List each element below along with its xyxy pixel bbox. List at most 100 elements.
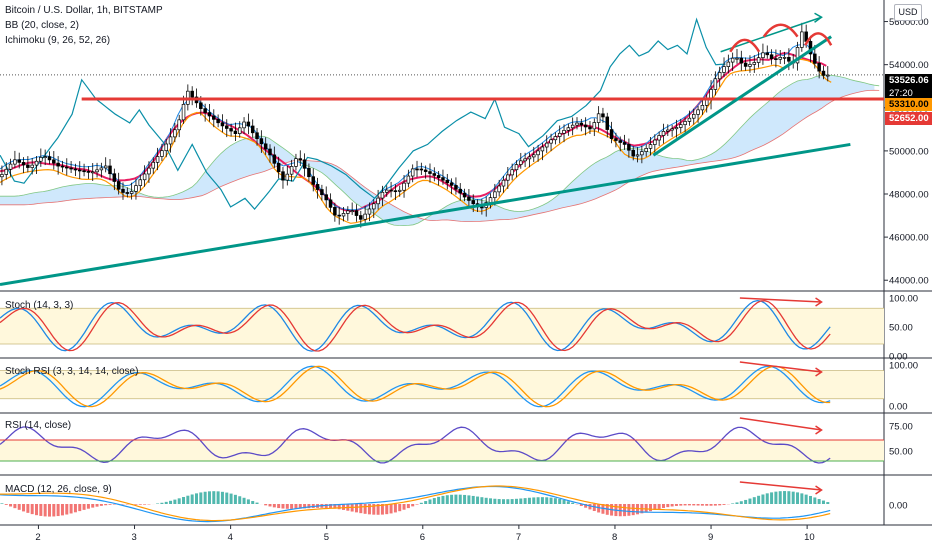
candle-down [787, 56, 791, 62]
macd-histogram-bar [203, 491, 207, 504]
candle-up [90, 171, 95, 174]
macd-histogram-bar [329, 504, 333, 509]
candle-up [527, 156, 532, 160]
macd-histogram-bar [489, 498, 493, 504]
macd-histogram-bar [536, 497, 540, 504]
candle-down [774, 58, 778, 60]
macd-histogram-bar [644, 504, 648, 513]
macd-histogram-bar [454, 494, 458, 504]
macd-histogram-bar [657, 504, 661, 509]
candle-up [372, 203, 376, 210]
pane-tick-label: 75.00 [889, 422, 913, 433]
candle-up [103, 165, 108, 169]
macd-histogram-bar [207, 491, 211, 504]
candle-down [220, 122, 225, 127]
stoch-rsi-legend[interactable]: Stoch RSI (3, 3, 14, 14, close) [5, 366, 139, 377]
macd-histogram-bar [415, 504, 419, 505]
macd-histogram-bar [437, 496, 441, 504]
candle-up [410, 168, 415, 177]
macd-histogram-bar [813, 497, 817, 504]
candle-up [34, 160, 39, 166]
pattern-arc [804, 32, 833, 46]
candle-down [315, 184, 320, 190]
candle-down [56, 162, 60, 167]
x-tick-label: 3 [132, 532, 137, 543]
macd-histogram-bar [623, 504, 627, 517]
candle-down [52, 159, 56, 164]
macd-histogram-bar [553, 498, 557, 504]
bb-legend[interactable]: BB (20, close, 2) [5, 20, 79, 31]
candle-down [320, 189, 324, 196]
candle-up [549, 139, 553, 144]
candle-down [203, 108, 207, 113]
macd-histogram-bar [653, 504, 657, 510]
candle-up [748, 64, 752, 67]
macd-histogram-bar [216, 491, 220, 504]
candle-down [743, 62, 748, 67]
candle-down [359, 215, 363, 220]
macd-histogram-bar [26, 504, 30, 513]
candle-up [575, 122, 579, 126]
candle-up [596, 113, 601, 123]
macd-histogram-bar [778, 491, 782, 504]
macd-histogram-bar [540, 497, 544, 504]
candle-down [445, 179, 450, 184]
pattern-arc [762, 23, 799, 38]
macd-histogram-bar [298, 504, 302, 509]
candle-up [39, 157, 43, 162]
level-b-tag: 52652.00 [885, 112, 932, 125]
stoch-legend[interactable]: Stoch (14, 3, 3) [5, 300, 74, 311]
macd-histogram-bar [86, 504, 90, 509]
macd-histogram-bar [761, 494, 765, 504]
ichimoku-legend[interactable]: Ichimoku (9, 26, 52, 26) [5, 35, 111, 46]
candle-down [108, 165, 112, 175]
macd-histogram-bar [666, 504, 670, 508]
rsi-legend[interactable]: RSI (14, close) [5, 420, 72, 431]
candle-down [333, 207, 337, 216]
candle-up [687, 117, 692, 122]
candle-up [506, 174, 510, 181]
macd-histogram-bar [281, 504, 285, 509]
candle-down [121, 188, 125, 193]
candle-up [800, 31, 804, 48]
macd-histogram-bar [579, 504, 583, 506]
candle-down [817, 63, 821, 72]
candle-down [281, 171, 285, 181]
macd-histogram-bar [56, 504, 60, 517]
tenkan-line [0, 58, 832, 224]
candle-down [324, 194, 328, 201]
candle-up [497, 185, 501, 193]
macd-histogram-bar [307, 504, 311, 509]
macd-histogram-bar [268, 504, 272, 507]
macd-histogram-bar [484, 497, 488, 504]
candle-down [26, 164, 30, 168]
macd-histogram-bar [661, 504, 665, 508]
candle-down [441, 177, 445, 181]
y-tick-label: 56000.00 [889, 17, 929, 28]
macd-histogram-bar [463, 494, 467, 504]
macd-histogram-bar [82, 504, 86, 510]
candle-down [622, 142, 627, 145]
macd-histogram-bar [679, 504, 683, 506]
macd-histogram-bar [739, 501, 743, 504]
macd-histogram-bar [156, 503, 160, 504]
candle-down [259, 138, 264, 145]
macd-histogram-bar [687, 504, 691, 506]
macd-histogram-bar [47, 504, 51, 517]
macd-histogram-bar [277, 504, 281, 509]
macd-histogram-bar [35, 504, 39, 516]
macd-histogram-bar [804, 494, 808, 504]
macd-legend[interactable]: MACD (12, 26, close, 9) [5, 484, 112, 495]
macd-histogram-bar [246, 499, 250, 504]
candle-up [653, 139, 657, 145]
macd-histogram-bar [39, 504, 43, 516]
macd-histogram-bar [363, 504, 367, 514]
candle-down [276, 162, 281, 173]
macd-histogram-bar [523, 498, 527, 504]
divergence-arrow [739, 361, 822, 373]
candle-up [164, 143, 168, 152]
candle-up [713, 78, 718, 90]
candle-up [341, 213, 346, 217]
currency-button[interactable]: USD [894, 4, 922, 21]
divergence-arrowhead [815, 425, 823, 435]
